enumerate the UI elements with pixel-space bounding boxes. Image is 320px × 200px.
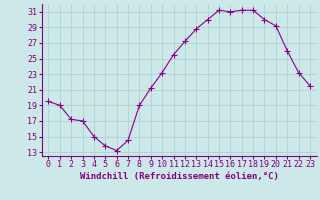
X-axis label: Windchill (Refroidissement éolien,°C): Windchill (Refroidissement éolien,°C) bbox=[80, 172, 279, 181]
